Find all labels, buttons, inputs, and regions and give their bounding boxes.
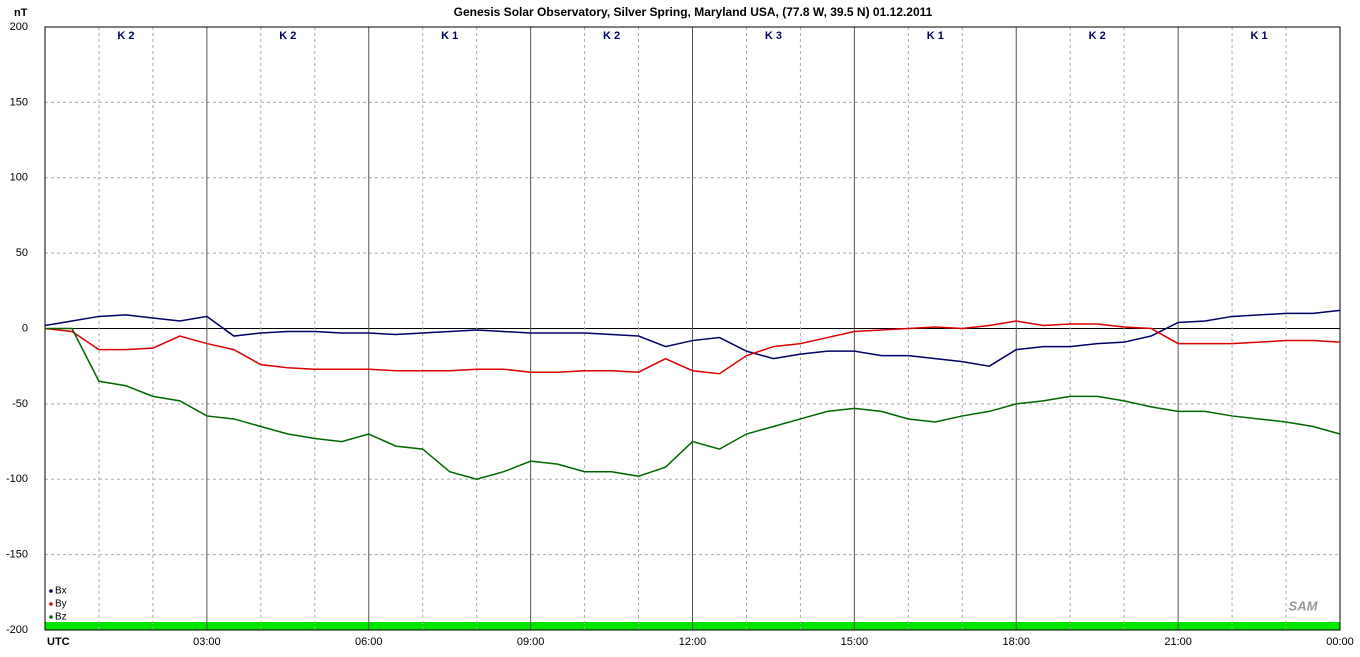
k-index-label: K 1 bbox=[441, 30, 458, 42]
legend-marker bbox=[49, 602, 53, 606]
x-tick-label: 06:00 bbox=[355, 636, 383, 648]
legend-label: By bbox=[55, 599, 67, 610]
y-tick-label: 100 bbox=[10, 172, 28, 184]
k-index-label: K 1 bbox=[927, 30, 944, 42]
x-tick-label: 09:00 bbox=[517, 636, 545, 648]
series-line bbox=[45, 327, 1341, 481]
y-tick-label: -50 bbox=[12, 398, 28, 410]
x-tick-label: 12:00 bbox=[679, 636, 707, 648]
y-tick-label: 0 bbox=[22, 322, 28, 334]
k-index-label: K 2 bbox=[1089, 30, 1106, 42]
k-index-label: K 2 bbox=[603, 30, 620, 42]
x-tick-label: 21:00 bbox=[1164, 636, 1192, 648]
legend-marker bbox=[49, 589, 53, 593]
y-tick-label: 50 bbox=[16, 247, 28, 259]
k-index-label: K 2 bbox=[279, 30, 296, 42]
k-index-label: K 3 bbox=[765, 30, 782, 42]
x-tick-label: 15:00 bbox=[841, 636, 869, 648]
k-index-label: K 1 bbox=[1251, 30, 1268, 42]
legend-label: Bz bbox=[55, 612, 67, 623]
y-tick-label: -100 bbox=[6, 473, 28, 485]
y-tick-label: -150 bbox=[6, 549, 28, 561]
x-tick-label: 18:00 bbox=[1002, 636, 1030, 648]
x-tick-label: 03:00 bbox=[193, 636, 221, 648]
x-tick-label: 00:00 bbox=[1326, 636, 1354, 648]
y-tick-label: 200 bbox=[10, 21, 28, 33]
chart-title: Genesis Solar Observatory, Silver Spring… bbox=[454, 5, 933, 19]
series-line bbox=[44, 309, 1341, 367]
x-tick-label: UTC bbox=[47, 636, 70, 648]
y-tick-label: 150 bbox=[10, 96, 28, 108]
series-line bbox=[44, 320, 1341, 375]
k-index-label: K 2 bbox=[117, 30, 134, 42]
y-tick-label: -200 bbox=[6, 624, 28, 636]
y-axis-label: nT bbox=[14, 7, 28, 19]
legend-marker bbox=[49, 615, 53, 619]
logo: SAM bbox=[1289, 598, 1319, 613]
legend-label: Bx bbox=[55, 586, 67, 597]
